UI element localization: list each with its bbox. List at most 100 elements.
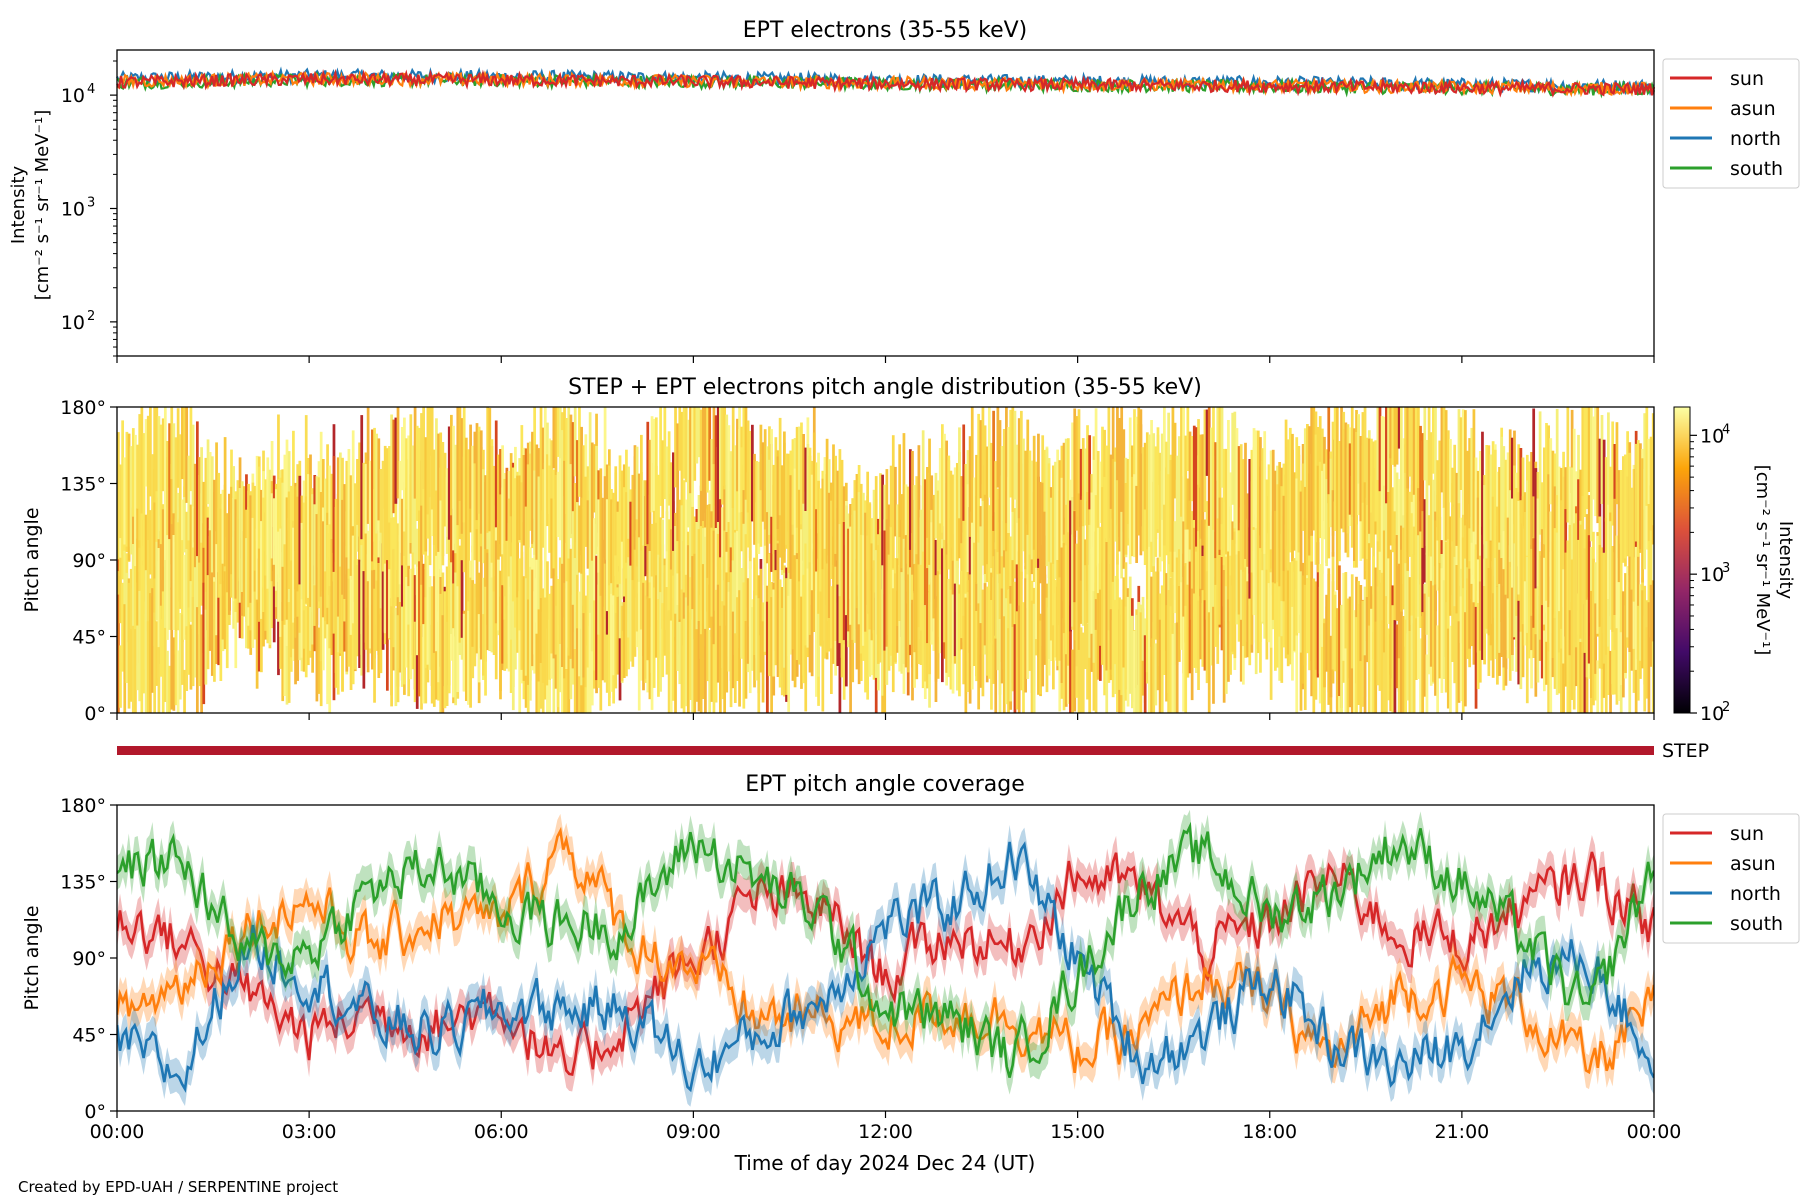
heatmap-cell — [213, 491, 216, 578]
heatmap-cell — [695, 407, 699, 464]
heatmap-cell — [1355, 617, 1358, 713]
heatmap-cell — [1455, 494, 1459, 628]
heatmap-cell — [353, 559, 357, 670]
heatmap-cell — [595, 555, 598, 681]
heatmap-cell — [862, 535, 865, 646]
heatmap-cell — [947, 460, 951, 544]
heatmap-cell — [1350, 407, 1354, 517]
heatmap-cell — [1133, 474, 1136, 558]
heatmap-cell — [618, 455, 622, 584]
heatmap-cell — [1502, 446, 1506, 532]
heatmap-cell — [731, 467, 735, 601]
heatmap-cell — [1434, 520, 1437, 612]
heatmap-cell — [1248, 541, 1252, 666]
heatmap-cell — [710, 527, 714, 646]
heatmap-cell — [1244, 567, 1247, 658]
heatmap-cell — [215, 442, 218, 545]
heatmap-cell — [1598, 595, 1602, 669]
heatmap-cell — [1009, 536, 1013, 611]
heatmap-cell — [127, 582, 131, 709]
heatmap-cell — [330, 593, 334, 655]
legend3-label-north: north — [1730, 883, 1781, 905]
heatmap-cell — [1032, 435, 1036, 550]
heatmap-cell — [195, 421, 199, 557]
heatmap-cell — [770, 597, 773, 713]
heatmap-cell — [898, 537, 902, 621]
heatmap-cell — [1094, 495, 1098, 600]
heatmap-cell — [1397, 658, 1401, 713]
heatmap-cell — [674, 407, 677, 488]
heatmap-cell — [1378, 570, 1382, 691]
heatmap-cell — [435, 418, 438, 491]
heatmap-cell — [213, 581, 216, 682]
heatmap-cell — [1555, 532, 1559, 611]
heatmap-cell — [567, 544, 571, 656]
heatmap-cell — [691, 609, 694, 713]
heatmap-cell — [780, 607, 784, 696]
heatmap-cell — [672, 509, 675, 598]
heatmap-cell — [518, 558, 522, 631]
heatmap-cell — [1007, 477, 1010, 590]
heatmap-cell — [738, 512, 741, 648]
heatmap-cell — [582, 506, 586, 614]
heatmap-cell — [1331, 490, 1335, 557]
heatmap-cell — [1222, 448, 1226, 566]
heatmap-cell — [1141, 447, 1145, 552]
heatmap-cell — [255, 455, 259, 541]
heatmap-cell — [317, 627, 321, 694]
heatmap-cell — [1148, 528, 1151, 664]
heatmap-cell — [1604, 632, 1608, 713]
heatmap-cell — [415, 425, 419, 521]
heatmap-cell — [1024, 578, 1027, 693]
heatmap-cell — [1385, 546, 1388, 637]
heatmap-cell — [343, 484, 347, 599]
heatmap-cell — [379, 608, 383, 674]
heatmap-cell — [1647, 477, 1651, 602]
heatmap-cell — [740, 568, 744, 658]
heatmap-cell — [949, 470, 953, 606]
heatmap-cell — [153, 468, 157, 581]
heatmap-cell — [672, 452, 675, 551]
heatmap-cell — [163, 560, 167, 637]
heatmap-cell — [1419, 638, 1422, 713]
heatmap-cell — [119, 557, 122, 624]
heatmap-cell — [1476, 603, 1480, 690]
heatmap-cell — [189, 624, 193, 690]
panel3-ytick-label-2: 90° — [72, 948, 106, 970]
heatmap-cell — [313, 504, 317, 586]
heatmap-cell — [763, 545, 767, 652]
heatmap-cell — [1267, 464, 1271, 584]
heatmap-cell — [1201, 434, 1205, 546]
heatmap-cell — [659, 592, 662, 692]
heatmap-cell — [994, 461, 998, 550]
heatmap-cell — [1344, 648, 1348, 713]
heatmap-cell — [627, 466, 630, 539]
heatmap-cell — [398, 460, 402, 542]
heatmap-cell — [1216, 518, 1220, 635]
heatmap-cell — [490, 446, 494, 563]
heatmap-cell — [1252, 428, 1256, 528]
heatmap-cell — [507, 498, 511, 577]
heatmap-cell — [1214, 584, 1217, 647]
heatmap-cell — [1568, 632, 1572, 713]
heatmap-cell — [830, 612, 833, 694]
heatmap-cell — [277, 574, 280, 676]
heatmap-cell — [1052, 465, 1055, 587]
heatmap-cell — [968, 436, 972, 537]
heatmap-cell — [1549, 511, 1553, 577]
heatmap-cell — [693, 595, 697, 713]
heatmap-cell — [1617, 567, 1621, 701]
heatmap-cell — [450, 562, 453, 634]
heatmap-cell — [198, 500, 201, 635]
heatmap-cell — [1297, 446, 1301, 553]
heatmap-cell — [1581, 548, 1585, 643]
heatmap-cell — [830, 586, 833, 649]
heatmap-cell — [573, 546, 577, 650]
heatmap-cell — [1024, 450, 1027, 570]
heatmap-cell — [1019, 410, 1023, 490]
heatmap-cell — [379, 526, 383, 615]
heatmap-cell — [1600, 639, 1604, 713]
heatmap-cell — [1175, 479, 1179, 597]
heatmap-cell — [1303, 584, 1307, 710]
heatmap-cell — [879, 473, 882, 538]
